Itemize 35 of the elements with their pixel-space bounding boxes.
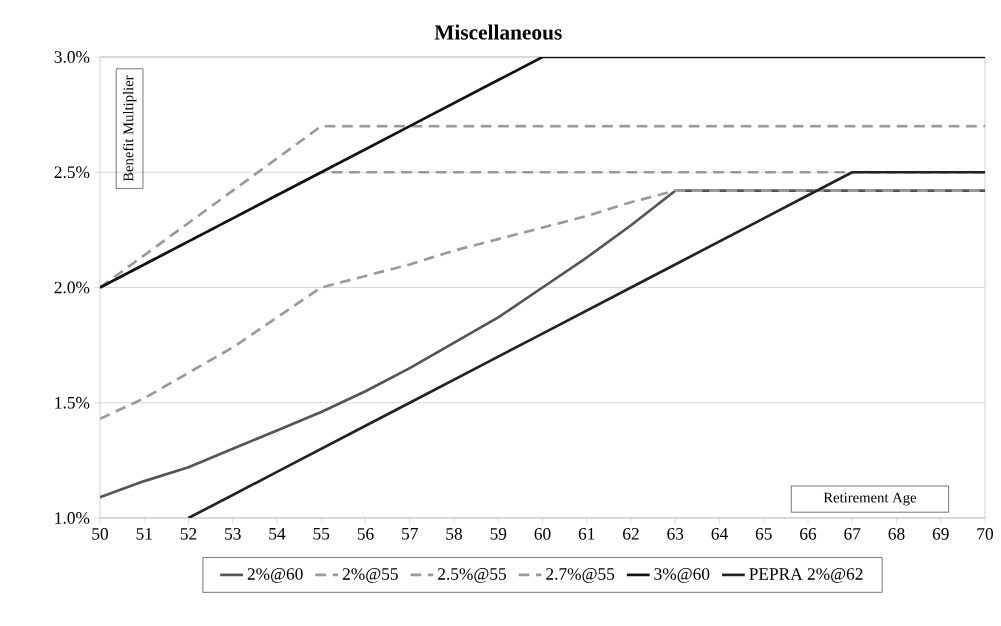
x-tick-label: 55: [313, 528, 330, 540]
x-tick-label: 60: [534, 528, 551, 540]
x-tick-label: 57: [402, 528, 418, 540]
legend-label: 2%@55: [342, 568, 398, 583]
x-tick-label: 64: [711, 528, 728, 540]
x-tick-label: 54: [269, 528, 286, 540]
x-tick-label: 53: [225, 528, 241, 540]
legend-label: 2.7%@55: [546, 568, 615, 583]
legend-label: 2%@60: [247, 568, 303, 583]
y-tick-label: 1.0%: [55, 512, 90, 524]
x-tick-label: 52: [180, 528, 197, 540]
y-tick-label: 2.5%: [54, 166, 90, 179]
chart-title: Miscellaneous: [434, 24, 562, 40]
x-tick-label: 50: [92, 528, 109, 540]
x-tick-label: 66: [800, 528, 817, 540]
y-axis-title: Benefit Multiplier: [122, 75, 137, 182]
y-tick-label: 1.5%: [55, 396, 90, 409]
x-tick-label: 68: [888, 528, 905, 540]
y-tick-label: 3.0%: [54, 51, 90, 63]
x-tick-label: 70: [977, 528, 994, 540]
x-tick-label: 51: [136, 528, 152, 540]
x-tick-label: 59: [490, 528, 507, 540]
legend-label: 2.5%@55: [438, 568, 507, 583]
x-tick-label: 67: [844, 528, 861, 540]
x-axis-title: Retirement Age: [823, 492, 917, 506]
x-tick-label: 69: [932, 528, 949, 540]
y-tick-label: 2.0%: [54, 281, 90, 294]
x-tick-label: 62: [623, 528, 639, 540]
legend-label: PEPRA 2%@62: [749, 568, 863, 583]
x-tick-label: 63: [667, 528, 684, 540]
x-tick-label: 58: [446, 528, 463, 540]
legend-label: 3%@60: [654, 568, 710, 583]
x-tick-label: 61: [578, 528, 595, 540]
x-tick-label: 65: [755, 528, 772, 540]
x-tick-label: 56: [357, 528, 374, 540]
